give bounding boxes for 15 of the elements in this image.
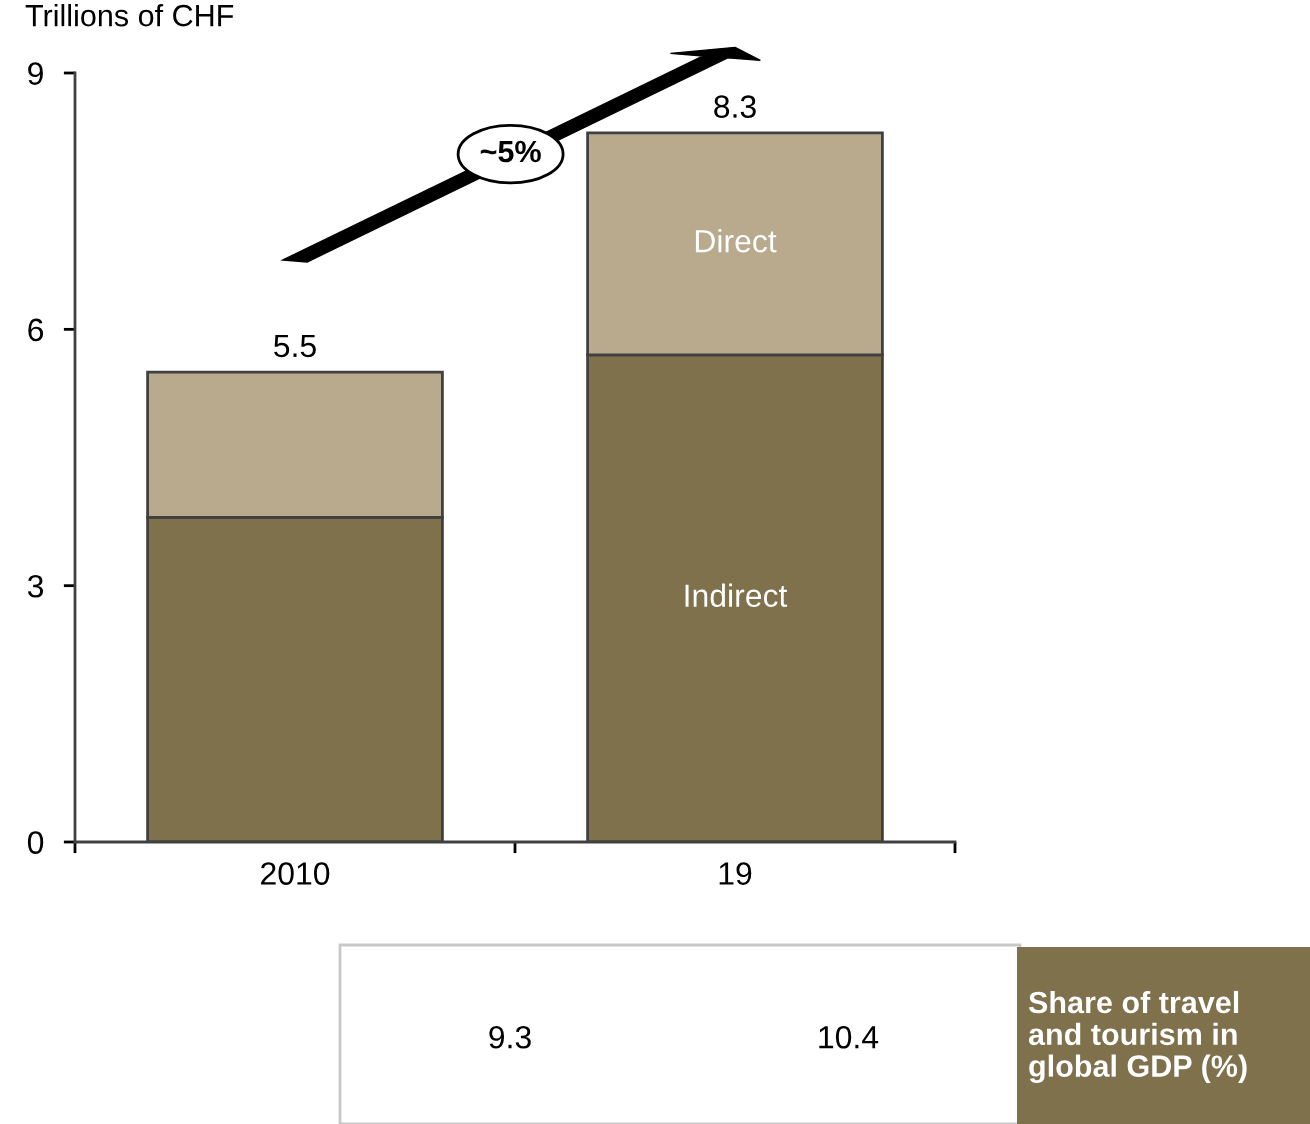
y-tick-label: 3	[27, 574, 44, 598]
text: 10.4	[819, 1025, 879, 1049]
y-tick-label: 9	[28, 62, 43, 85]
total-label: 8.3	[714, 95, 756, 118]
annotation: ~5%	[480, 140, 541, 163]
x-tick-label: 19	[719, 862, 752, 885]
y-axis-title: Trillions of CHF	[25, 4, 234, 27]
y-tick-label: 6	[28, 318, 44, 342]
series-label: Indirect	[685, 583, 788, 608]
y-tick-label: 0	[27, 831, 44, 854]
total-label: 5.5	[274, 334, 316, 358]
text: Share of travel and tourism in global GDP (%)	[1028, 990, 1247, 1084]
series-label: Direct	[695, 229, 777, 253]
text: 9.3	[489, 1025, 531, 1049]
x-tick-label: 2010	[261, 862, 330, 885]
